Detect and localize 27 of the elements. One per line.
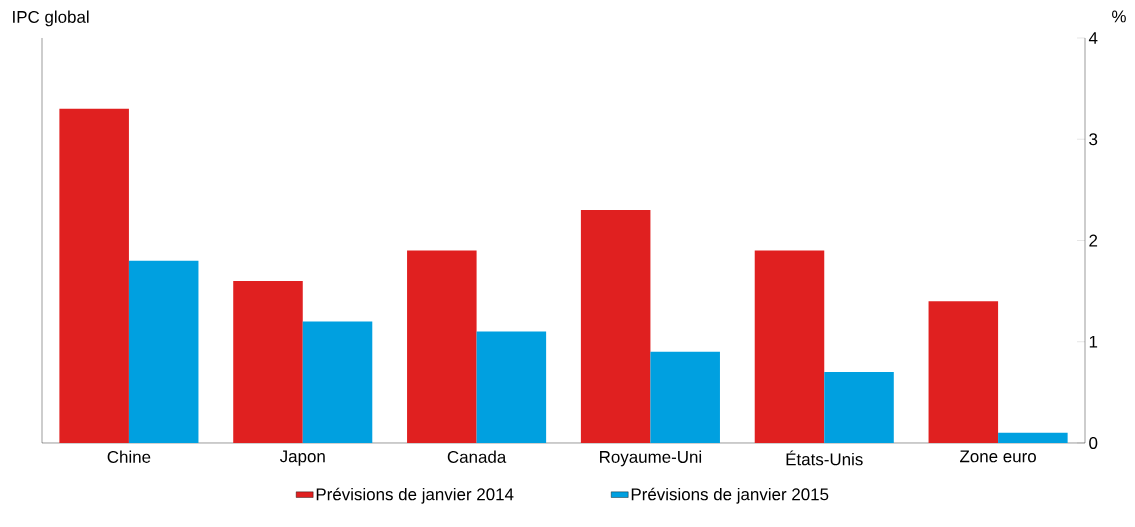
bar bbox=[824, 372, 894, 443]
x-tick-label: Chine bbox=[107, 450, 151, 463]
y-tick-label: 3 bbox=[1089, 133, 1098, 146]
bar bbox=[407, 250, 477, 443]
x-tick-label: Royaume-Uni bbox=[600, 450, 702, 467]
chart-title: IPC global bbox=[13, 10, 89, 27]
bar bbox=[650, 351, 720, 443]
bar bbox=[928, 301, 999, 443]
bar bbox=[476, 331, 547, 443]
bar bbox=[128, 260, 199, 443]
bar bbox=[302, 321, 373, 443]
y-tick-label: 1 bbox=[1089, 335, 1098, 348]
bar bbox=[233, 280, 303, 443]
bar bbox=[59, 108, 129, 443]
y-tick-label: 2 bbox=[1089, 234, 1098, 247]
x-tick-label: Zone euro bbox=[960, 450, 1036, 463]
x-tick-label: Canada bbox=[447, 450, 507, 463]
bar bbox=[998, 432, 1068, 443]
x-tick-label: Japon bbox=[279, 450, 325, 466]
y-tick-label: 0 bbox=[1089, 436, 1098, 449]
legend-label: Prévisions de janvier 2015 bbox=[631, 487, 829, 504]
legend-label: Prévisions de janvier 2014 bbox=[316, 487, 514, 504]
bar bbox=[580, 210, 651, 443]
y-axis-title: % bbox=[1112, 10, 1126, 23]
x-tick-label: États-Unis bbox=[786, 450, 863, 466]
bar bbox=[754, 250, 825, 443]
y-tick-label: 4 bbox=[1088, 32, 1098, 44]
